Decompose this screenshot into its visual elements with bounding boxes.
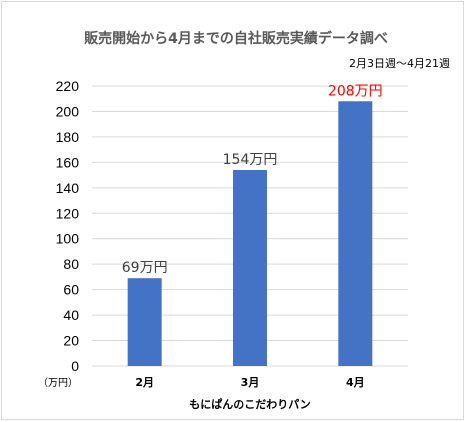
data-labels: 69万円 154万円 208万円 (122, 83, 383, 276)
y-tick-label: 200 (56, 103, 80, 119)
data-label: 154万円 (223, 152, 278, 168)
y-tick-label: 60 (63, 282, 79, 298)
y-tick-label: 120 (56, 205, 80, 221)
y-tick-label: 0 (71, 358, 79, 374)
y-tick-label: 140 (56, 180, 80, 196)
chart-subtitle: 2月3日週～4月21週 (349, 57, 450, 70)
x-category-label: 3月 (241, 376, 260, 389)
bar (338, 101, 373, 366)
data-label: 208万円 (328, 83, 383, 99)
y-axis-ticks: 0 20 40 60 80 100 120 140 160 180 200 220 (56, 78, 80, 374)
x-axis-categories: 2月 3月 4月 (135, 376, 364, 389)
y-tick-label: 80 (63, 256, 79, 272)
y-tick-label: 20 (63, 333, 79, 349)
bar (233, 170, 267, 366)
chart-title: 販売開始から4月までの自社販売実績データ調べ (84, 30, 388, 47)
y-tick-label: 160 (56, 154, 80, 170)
x-category-label: 2月 (135, 376, 154, 389)
y-axis-unit-label: （万円） (38, 377, 78, 389)
y-tick-label: 220 (56, 78, 80, 94)
y-tick-label: 40 (63, 307, 79, 323)
data-label: 69万円 (122, 260, 168, 276)
y-tick-label: 180 (56, 129, 80, 145)
bars (127, 101, 373, 366)
x-category-label: 4月 (346, 376, 365, 389)
y-tick-label: 100 (56, 231, 80, 247)
bar (127, 278, 162, 366)
x-axis-label: もにぱんのこだわりパン (189, 397, 311, 411)
